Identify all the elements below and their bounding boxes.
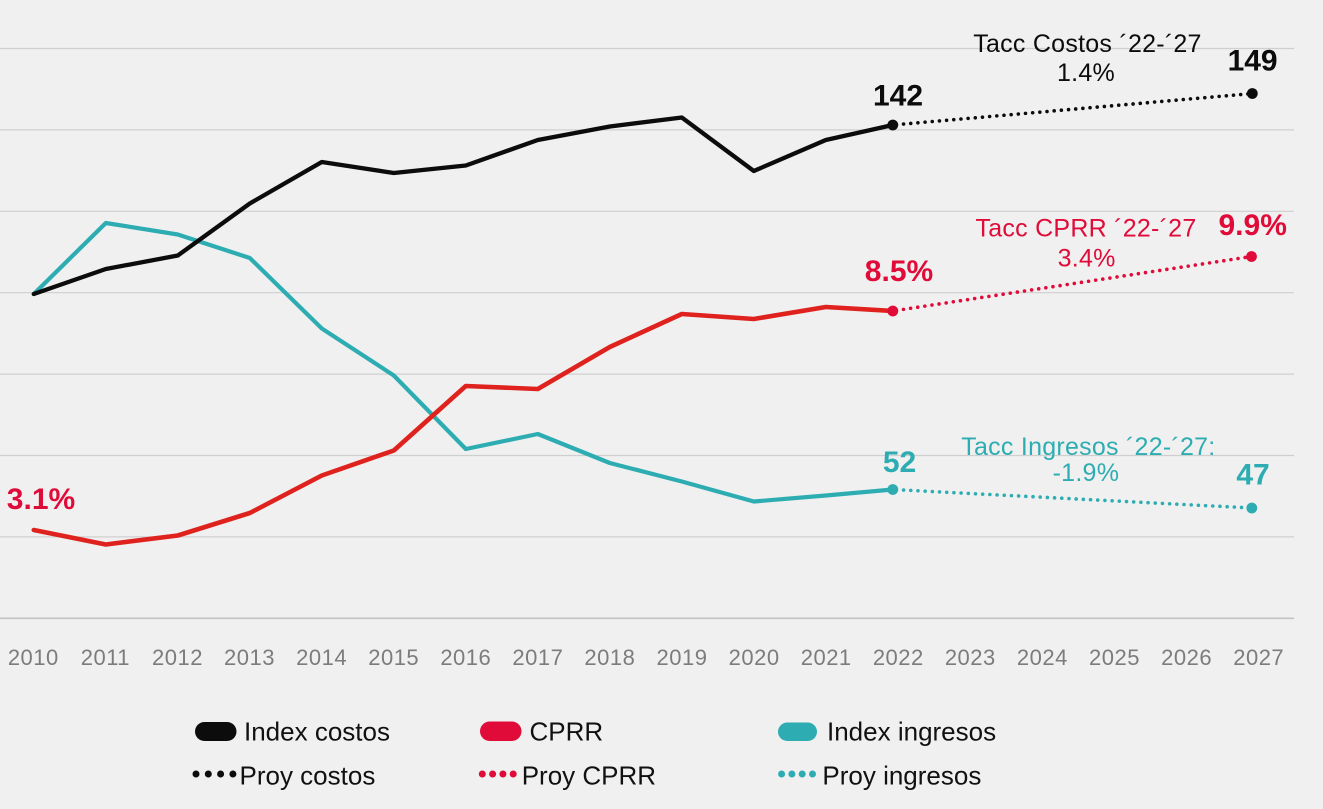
svg-text:3.4%: 3.4%: [1058, 245, 1116, 273]
svg-text:Proy ingresos: Proy ingresos: [822, 760, 981, 790]
svg-text:Proy costos: Proy costos: [240, 760, 376, 790]
svg-text:2022: 2022: [873, 645, 924, 670]
svg-text:2010: 2010: [8, 645, 59, 670]
svg-text:2024: 2024: [1017, 645, 1068, 670]
svg-text:1.4%: 1.4%: [1057, 59, 1115, 87]
svg-text:3.1%: 3.1%: [7, 483, 75, 516]
svg-text:2020: 2020: [729, 645, 780, 670]
svg-text:2021: 2021: [801, 645, 852, 670]
svg-text:2025: 2025: [1089, 645, 1140, 670]
svg-text:2017: 2017: [512, 645, 563, 670]
svg-text:2027: 2027: [1233, 645, 1284, 670]
svg-text:Index costos: Index costos: [244, 717, 390, 747]
svg-text:2014: 2014: [296, 645, 347, 670]
svg-text:2015: 2015: [368, 645, 419, 670]
svg-text:2026: 2026: [1161, 645, 1212, 670]
svg-text:149: 149: [1228, 45, 1278, 78]
svg-text:47: 47: [1236, 458, 1269, 491]
svg-text:8.5%: 8.5%: [865, 255, 933, 288]
svg-text:9.9%: 9.9%: [1219, 209, 1287, 242]
svg-text:2018: 2018: [584, 645, 635, 670]
svg-text:Proy CPRR: Proy CPRR: [522, 760, 656, 790]
svg-text:2023: 2023: [945, 645, 996, 670]
svg-text:-1.9%: -1.9%: [1053, 459, 1120, 487]
svg-text:2016: 2016: [440, 645, 491, 670]
svg-text:Tacc Ingresos ´22-´27:: Tacc Ingresos ´22-´27:: [961, 433, 1215, 461]
svg-text:Tacc Costos ´22-´27: Tacc Costos ´22-´27: [973, 30, 1201, 58]
svg-text:CPRR: CPRR: [530, 717, 604, 747]
svg-text:2013: 2013: [224, 645, 275, 670]
svg-text:Tacc CPRR ´22-´27: Tacc CPRR ´22-´27: [976, 214, 1197, 242]
svg-text:2019: 2019: [657, 645, 708, 670]
svg-text:142: 142: [873, 79, 923, 112]
svg-text:2012: 2012: [152, 645, 203, 670]
svg-text:2011: 2011: [81, 645, 130, 670]
svg-text:52: 52: [883, 446, 916, 479]
svg-text:Index ingresos: Index ingresos: [827, 717, 996, 747]
